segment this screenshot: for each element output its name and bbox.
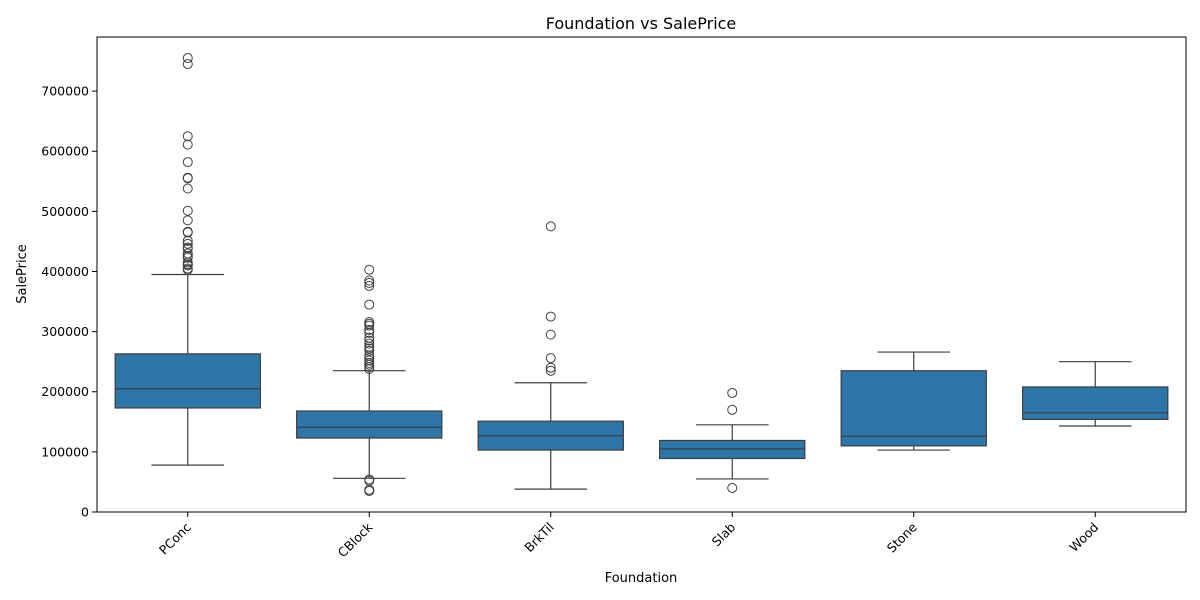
y-tick-label: 300000 — [41, 324, 89, 339]
outlier-point — [182, 183, 193, 194]
iqr-box — [114, 353, 261, 409]
outlier-point — [364, 280, 375, 291]
outlier-point — [727, 387, 738, 398]
outlier-point — [182, 131, 193, 142]
y-axis-label: SalePrice — [15, 244, 30, 304]
box-brktil — [477, 221, 624, 490]
box-wood — [1022, 361, 1169, 427]
y-tick-label: 500000 — [41, 204, 89, 219]
plot-frame — [96, 36, 1187, 513]
outlier-point — [364, 299, 375, 310]
box-cblock — [296, 264, 443, 496]
x-axis-label: Foundation — [605, 571, 678, 586]
outlier-point — [545, 353, 556, 364]
iqr-box — [840, 370, 987, 447]
outlier-point — [182, 139, 193, 150]
outlier-point — [364, 485, 375, 496]
outlier-point — [182, 227, 193, 238]
outlier-point — [364, 359, 375, 370]
outlier-point — [545, 365, 556, 376]
outlier-point — [364, 338, 375, 349]
box-pconc — [114, 53, 261, 466]
outlier-point — [182, 173, 193, 184]
outlier-point — [364, 335, 375, 346]
outlier-point — [182, 205, 193, 216]
outlier-point — [545, 221, 556, 232]
outlier-point — [182, 264, 193, 275]
y-tick-label: 700000 — [41, 84, 89, 99]
outlier-point — [364, 324, 375, 335]
iqr-box — [1022, 386, 1169, 421]
iqr-box — [659, 439, 806, 460]
outlier-point — [182, 157, 193, 168]
outlier-point — [727, 482, 738, 493]
box-slab — [659, 387, 806, 493]
outlier-point — [545, 362, 556, 373]
box-stone — [840, 351, 987, 451]
y-tick-label: 400000 — [41, 264, 89, 279]
outlier-point — [182, 215, 193, 226]
outlier-point — [364, 327, 375, 338]
y-tick-label: 600000 — [41, 144, 89, 159]
chart-title: Foundation vs SalePrice — [546, 14, 737, 33]
outlier-point — [182, 53, 193, 64]
outlier-point — [364, 363, 375, 374]
outlier-point — [364, 275, 375, 286]
y-tick-label: 100000 — [41, 444, 89, 459]
outlier-point — [182, 59, 193, 70]
outlier-point — [182, 252, 193, 263]
y-tick-label: 200000 — [41, 384, 89, 399]
outlier-point — [545, 329, 556, 340]
outlier-point — [364, 277, 375, 288]
outlier-point — [364, 345, 375, 356]
outlier-point — [182, 238, 193, 249]
box-series — [114, 53, 1169, 496]
outlier-point — [727, 404, 738, 415]
outlier-point — [364, 355, 375, 366]
outlier-point — [182, 260, 193, 271]
outlier-point — [545, 311, 556, 322]
y-axis-ticks: 0 100000 200000 300000 400000 500000 600000 700… — [41, 84, 97, 520]
outlier-point — [182, 235, 193, 246]
iqr-box — [296, 410, 443, 439]
outlier-point — [364, 343, 375, 354]
y-tick-label: 0 — [81, 505, 89, 520]
outlier-point — [364, 264, 375, 275]
outlier-point — [364, 320, 375, 331]
